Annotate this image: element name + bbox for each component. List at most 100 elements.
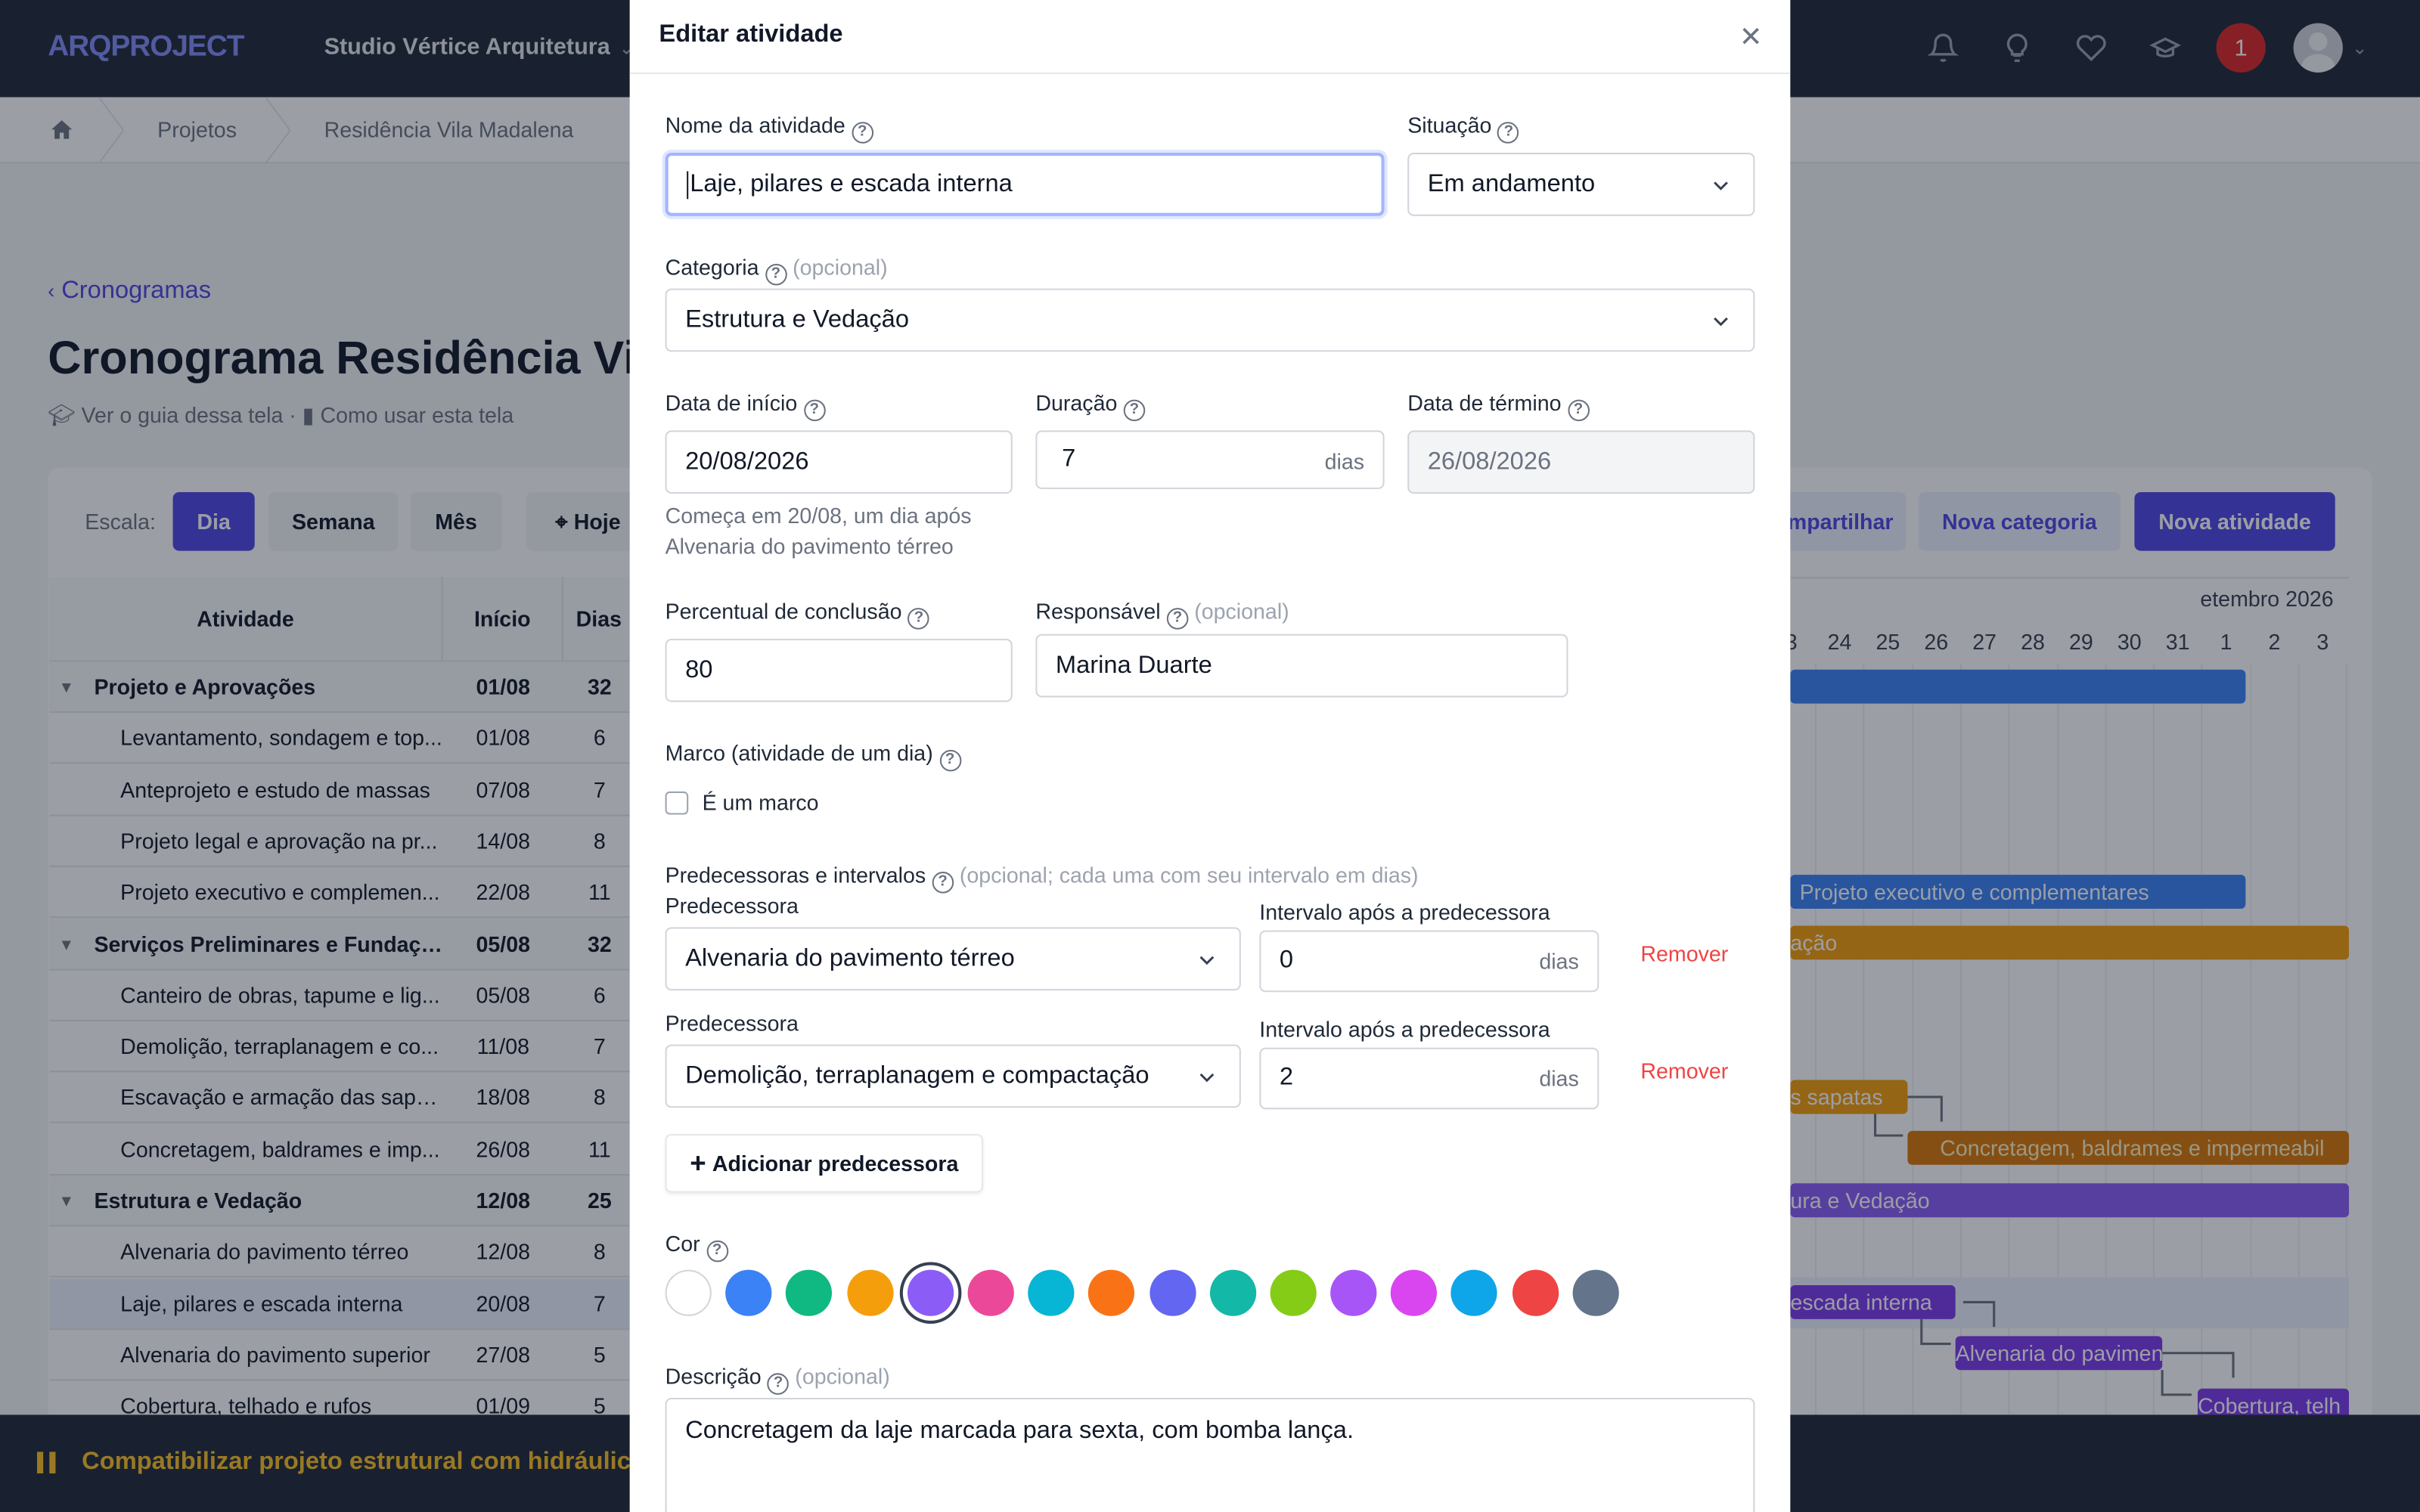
breadcrumb-item[interactable]: Projetos (157, 117, 237, 142)
color-swatch[interactable] (1270, 1269, 1317, 1316)
remove-predecessor-button[interactable]: Remover (1640, 940, 1729, 966)
help-icon[interactable]: ? (1123, 398, 1146, 421)
gantt-bar[interactable]: ura e Vedação (1790, 1183, 2350, 1218)
percent-input[interactable]: 80 (665, 638, 1013, 702)
breadcrumb-item[interactable]: Residência Vila Madalena (324, 117, 574, 142)
predecessor-value: Alvenaria do pavimento térreo (685, 944, 1015, 971)
remove-predecessor-button[interactable]: Remover (1640, 1058, 1729, 1083)
home-icon[interactable] (49, 117, 74, 150)
gantt-bar[interactable]: escada interna (1790, 1284, 1956, 1319)
name-input[interactable]: Laje, pilares e escada interna (665, 153, 1385, 216)
graduation-cap-icon: 🎓︎ (48, 402, 76, 428)
bell-icon[interactable] (1920, 22, 1966, 74)
help-icon[interactable]: ? (803, 398, 826, 421)
color-swatch[interactable] (725, 1269, 772, 1316)
milestone-checkbox-label[interactable]: É um marco (702, 789, 819, 815)
owner-input[interactable]: Marina Duarte (1035, 634, 1568, 698)
color-swatch[interactable] (1028, 1269, 1075, 1316)
col-days-header[interactable]: Dias (563, 577, 636, 662)
notification-badge[interactable]: 1 (2216, 23, 2266, 73)
org-switcher[interactable]: Studio Vértice Arquitetura ⌄ (324, 34, 634, 60)
color-swatch[interactable] (1209, 1269, 1256, 1316)
gantt-bar[interactable]: Alvenaria do pavimento (1955, 1336, 2163, 1371)
help-icon[interactable]: ? (1166, 607, 1189, 629)
table-row[interactable]: Canteiro de obras, tapume e lig... 05/08 6 (49, 970, 636, 1021)
new-category-button[interactable]: Nova categoria (1918, 492, 2121, 551)
color-swatch[interactable] (1451, 1269, 1498, 1316)
scale-day-button[interactable]: Dia (172, 492, 255, 551)
table-row[interactable]: Alvenaria do pavimento térreo 12/08 8 (49, 1227, 636, 1278)
help-icon[interactable]: ? (1497, 121, 1520, 143)
status-select[interactable]: Em andamento (1407, 153, 1755, 216)
collapse-caret-icon[interactable]: ▾ (61, 1189, 71, 1212)
howto-link[interactable]: Como usar esta tela (320, 402, 514, 428)
table-row[interactable]: Levantamento, sondagem e top... 01/08 6 (49, 713, 636, 764)
help-icon[interactable]: ? (767, 1372, 790, 1394)
lightbulb-icon[interactable] (1994, 22, 2040, 74)
breadcrumb-separator (98, 97, 124, 164)
today-button[interactable]: ⌖ Hoje (526, 492, 650, 551)
table-row[interactable]: Escavação e armação das sapa... 18/08 8 (49, 1073, 636, 1124)
heart-icon[interactable] (2068, 22, 2114, 74)
category-row[interactable]: ▾ Estrutura e Vedação 12/08 25 (49, 1176, 636, 1227)
color-swatch[interactable] (1330, 1269, 1377, 1316)
gantt-bar[interactable]: ação (1790, 925, 2350, 960)
color-swatch[interactable] (1391, 1269, 1438, 1316)
table-row[interactable]: Anteprojeto e estudo de massas 07/08 7 (49, 764, 636, 816)
scale-week-button[interactable]: Semana (268, 492, 399, 551)
close-icon[interactable]: ✕ (1739, 21, 1763, 53)
color-swatch[interactable] (1088, 1269, 1135, 1316)
color-swatch[interactable] (907, 1269, 954, 1316)
color-swatch[interactable] (967, 1269, 1014, 1316)
help-icon[interactable]: ? (765, 262, 787, 285)
table-row[interactable]: Demolição, terraplanagem e co... 11/08 7 (49, 1021, 636, 1073)
help-icon[interactable]: ? (939, 748, 961, 771)
help-icon[interactable]: ? (908, 607, 930, 629)
gantt-bar[interactable]: Projeto executivo e complementares (1790, 875, 2246, 909)
predecessor-select[interactable]: Alvenaria do pavimento térreo (665, 927, 1241, 991)
collapse-caret-icon[interactable]: ▾ (61, 675, 71, 698)
table-row[interactable]: Projeto executivo e complemen... 22/08 11 (49, 867, 636, 919)
app-logo[interactable]: ARQPROJECT (48, 30, 244, 64)
help-icon[interactable]: ? (852, 121, 873, 143)
gantt-bar[interactable]: Concretagem, baldrames e impermeabil (1907, 1130, 2350, 1165)
add-predecessor-button[interactable]: + Adicionar predecessora (665, 1133, 983, 1193)
col-start-header[interactable]: Início (442, 577, 563, 662)
table-row[interactable]: Alvenaria do pavimento superior 27/08 5 (49, 1330, 636, 1381)
new-activity-button[interactable]: Nova atividade (2134, 492, 2335, 551)
status-label: Situação? (1407, 113, 1520, 143)
table-row[interactable]: Concretagem, baldrames e imp... 26/08 11 (49, 1124, 636, 1176)
pause-icon[interactable] (36, 1452, 56, 1473)
share-button[interactable]: mpartilhar (1774, 492, 1907, 551)
category-select[interactable]: Estrutura e Vedação (665, 288, 1755, 352)
back-link[interactable]: ‹ Cronogramas (48, 277, 211, 305)
interval-input[interactable]: 0 dias (1259, 930, 1599, 993)
category-row[interactable]: ▾ Serviços Preliminares e Fundação 05/08 3… (49, 919, 636, 970)
scale-month-button[interactable]: Mês (410, 492, 502, 551)
milestone-checkbox[interactable] (665, 791, 689, 815)
help-icon[interactable]: ? (932, 871, 954, 893)
color-swatch[interactable] (1149, 1269, 1196, 1316)
color-swatch[interactable] (1512, 1269, 1559, 1316)
help-icon[interactable]: ? (1567, 398, 1590, 421)
description-textarea[interactable]: Concretagem da laje marcada para sexta, … (665, 1397, 1755, 1512)
color-swatch[interactable] (1572, 1269, 1619, 1316)
start-date-input[interactable]: 20/08/2026 (665, 430, 1013, 494)
color-swatch[interactable] (846, 1269, 893, 1316)
table-row[interactable]: Laje, pilares e escada interna 20/08 7 (49, 1278, 636, 1330)
col-activity-header[interactable]: Atividade (49, 577, 443, 662)
gantt-bar[interactable]: s sapatas (1790, 1080, 1908, 1114)
predecessor-select[interactable]: Demolição, terraplanagem e compactação (665, 1044, 1241, 1108)
graduation-cap-icon[interactable] (2142, 22, 2189, 74)
interval-input[interactable]: 2 dias (1259, 1047, 1599, 1110)
guide-link[interactable]: Ver o guia dessa tela (81, 402, 284, 428)
user-menu[interactable]: ⌄ (2293, 23, 2368, 73)
color-swatch[interactable] (786, 1269, 833, 1316)
help-icon[interactable]: ? (706, 1239, 728, 1262)
gantt-bar[interactable] (1790, 669, 2246, 704)
category-row[interactable]: ▾ Projeto e Aprovações 01/08 32 (49, 662, 636, 713)
collapse-caret-icon[interactable]: ▾ (61, 932, 71, 955)
color-swatch[interactable] (665, 1269, 712, 1316)
table-row[interactable]: Projeto legal e aprovação na pr... 14/08 8 (49, 816, 636, 867)
duration-input[interactable]: 7 dias (1035, 430, 1385, 489)
